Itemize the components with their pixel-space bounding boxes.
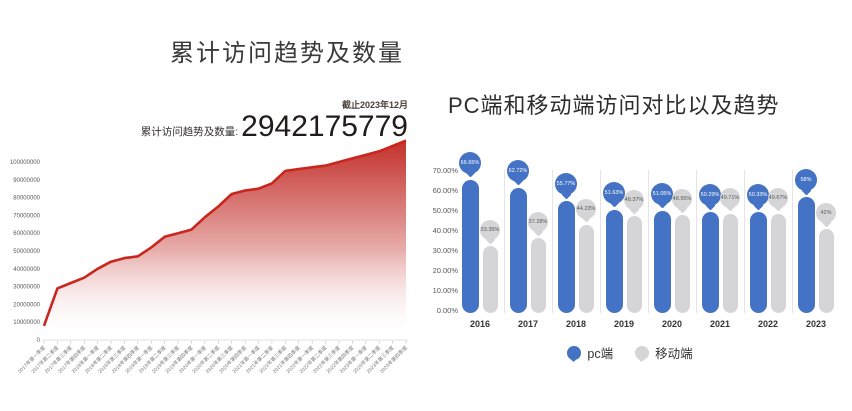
left-chart-title: 累计访问趋势及数量 xyxy=(170,40,404,67)
pc-balloon-2019: 51.63% xyxy=(603,181,625,208)
right-y-tick-label: 20.00% xyxy=(432,266,458,275)
mobile-balloon-2017: 37.28% xyxy=(528,212,548,237)
group-separator xyxy=(792,170,793,313)
pc-droplet-icon xyxy=(567,345,582,362)
mobile-bar-2023 xyxy=(818,229,834,313)
left-y-tick-label: 40000000 xyxy=(13,267,40,273)
group-separator xyxy=(744,170,745,313)
left-y-tick-label: 80000000 xyxy=(13,196,40,202)
pc-balloon-2016: 66.65% xyxy=(459,151,481,178)
mobile-bar-2019 xyxy=(626,216,642,313)
annotation-date: 截止2023年12月 xyxy=(341,100,408,110)
bar-value-label: 42% xyxy=(820,210,832,216)
year-label-2016: 2016 xyxy=(469,319,491,329)
left-y-tick-label: 50000000 xyxy=(13,249,40,255)
group-separator xyxy=(696,170,697,313)
bar-value-label: 48.95% xyxy=(672,196,692,203)
mobile-balloon-2018: 44.23% xyxy=(576,198,596,223)
year-label-2018: 2018 xyxy=(565,319,587,329)
right-y-tick-label: 70.00% xyxy=(432,166,458,175)
year-label-2019: 2019 xyxy=(613,319,635,329)
right-y-tick-label: 0.00% xyxy=(436,306,458,315)
right-y-tick-label: 60.00% xyxy=(432,186,458,195)
group-separator xyxy=(504,170,505,313)
pc-bar-2018 xyxy=(557,201,575,313)
year-label-2022: 2022 xyxy=(757,319,779,329)
mobile-bar-2017 xyxy=(530,238,546,313)
left-y-tick-label: 20000000 xyxy=(13,302,40,308)
left-y-tick-label: 70000000 xyxy=(13,213,40,219)
bar-value-label: 51.05% xyxy=(652,190,672,197)
mobile-balloon-2020: 48.95% xyxy=(672,189,692,214)
cumulative-total-value: 2942175779 xyxy=(241,110,408,143)
left-y-tick-label: 0 xyxy=(37,338,41,344)
mobile-balloon-2021: 49.71% xyxy=(720,187,740,212)
group-separator xyxy=(552,170,553,313)
mobile-bar-2021 xyxy=(722,213,738,313)
pc-balloon-2020: 51.05% xyxy=(651,182,673,209)
right-y-tick-label: 50.00% xyxy=(432,206,458,215)
bar-value-label: 50.33% xyxy=(748,192,768,199)
bar-value-label: 48.37% xyxy=(624,197,644,204)
pc-bar-2017 xyxy=(509,187,527,313)
left-y-tick-label: 60000000 xyxy=(13,231,40,237)
trend-line xyxy=(42,139,407,327)
pc-balloon-2017: 62.72% xyxy=(507,159,529,186)
mobile-bar-2018 xyxy=(578,224,594,313)
group-separator xyxy=(600,170,601,313)
annotation-label: 累计访问趋势及数量: xyxy=(140,126,239,138)
legend-item-mobile: 移动端 xyxy=(635,343,693,362)
cumulative-area-chart: 0 10000000 20000000 30000000 40000000 5000000… xyxy=(10,139,409,375)
bar-value-label: 58% xyxy=(800,177,812,183)
legend-label-mobile: 移动端 xyxy=(655,347,693,361)
right-y-tick-label: 10.00% xyxy=(432,286,458,295)
mobile-bar-2022 xyxy=(770,213,786,313)
bar-value-label: 55.77% xyxy=(556,181,576,188)
pc-bar-2022 xyxy=(749,212,767,313)
pc-balloon-2023: 58% xyxy=(795,169,817,195)
right-y-tick-label: 40.00% xyxy=(432,226,458,235)
bar-value-label: 50.29% xyxy=(700,192,720,199)
bar-value-label: 51.63% xyxy=(604,189,624,196)
year-label-2023: 2023 xyxy=(805,319,827,329)
pc-mobile-bar-chart: pc端 移动端 0.00% 10.00% 20.00% 30.00% 40.00% 50.… xyxy=(430,140,852,380)
right-y-tick-label: 30.00% xyxy=(432,246,458,255)
year-label-2017: 2017 xyxy=(517,319,539,329)
pc-bar-2016 xyxy=(461,179,479,313)
bar-value-label: 66.65% xyxy=(460,159,480,166)
year-label-2020: 2020 xyxy=(661,319,683,329)
bar-value-label: 44.23% xyxy=(576,205,596,212)
pc-balloon-2022: 50.33% xyxy=(747,184,769,211)
mobile-balloon-2019: 48.37% xyxy=(624,190,644,215)
mobile-bar-2016 xyxy=(482,246,498,313)
left-y-tick-label: 10000000 xyxy=(13,320,40,326)
bar-value-label: 49.71% xyxy=(720,194,740,201)
bar-value-label: 62.72% xyxy=(508,167,528,174)
bar-value-label: 33.35% xyxy=(480,227,500,234)
mobile-balloon-2022: 49.67% xyxy=(768,187,788,212)
cumulative-annotation: 截止2023年12月 累计访问趋势及数量: 2942175779 xyxy=(141,98,408,142)
pc-bar-2021 xyxy=(701,212,719,313)
legend-item-pc: pc端 xyxy=(567,343,613,362)
pc-bar-2019 xyxy=(605,209,623,313)
pc-bar-2020 xyxy=(653,210,671,313)
year-label-2021: 2021 xyxy=(709,319,731,329)
mobile-droplet-icon xyxy=(635,345,650,362)
legend-label-pc: pc端 xyxy=(587,347,614,361)
pc-balloon-2021: 50.29% xyxy=(699,184,721,211)
left-y-tick-label: 90000000 xyxy=(13,178,40,184)
left-y-tick-label: 100000000 xyxy=(10,160,41,166)
right-chart-title: PC端和移动端访问对比以及趋势 xyxy=(448,93,780,118)
group-separator xyxy=(648,170,649,313)
left-y-tick-label: 30000000 xyxy=(13,285,40,291)
pc-balloon-2018: 55.77% xyxy=(555,173,577,200)
mobile-balloon-2023: 42% xyxy=(816,203,836,227)
pc-bar-2023 xyxy=(797,197,815,313)
bar-value-label: 37.28% xyxy=(528,219,548,226)
mobile-balloon-2016: 33.35% xyxy=(480,220,500,245)
legend: pc端 移动端 xyxy=(430,343,830,362)
mobile-bar-2020 xyxy=(674,215,690,313)
bar-value-label: 49.67% xyxy=(768,194,788,201)
area-fill xyxy=(44,140,406,340)
